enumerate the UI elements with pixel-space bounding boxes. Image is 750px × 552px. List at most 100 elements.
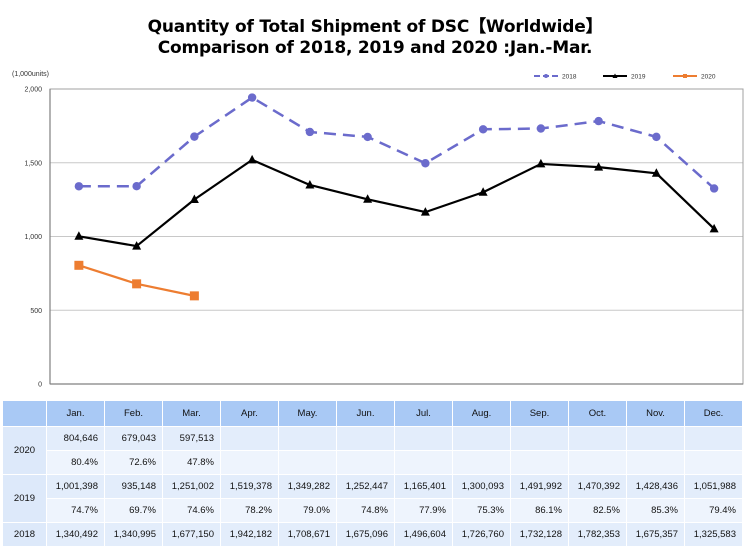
table-cell-quantity: 1,675,096 xyxy=(336,522,395,547)
table-header-month: Dec. xyxy=(684,400,743,427)
table-cell-quantity xyxy=(220,426,279,451)
data-point-2018 xyxy=(709,184,719,193)
table-cell-percent xyxy=(336,450,395,475)
table-cell-quantity: 1,732,128 xyxy=(510,522,569,547)
data-point-2019 xyxy=(74,231,84,240)
y-tick-label: 0 xyxy=(38,382,42,389)
table-cell-percent: 77.9% xyxy=(394,498,453,523)
table-cell-percent: 69.7% xyxy=(104,498,163,523)
legend-label-2018: 2018 xyxy=(562,74,577,81)
table-cell-quantity xyxy=(394,426,453,451)
data-point-2019 xyxy=(305,179,315,189)
table-cell-percent xyxy=(626,450,685,475)
series-line-2018 xyxy=(78,96,715,190)
table-row-2020-percent: 80.4% 72.6% 47.8% xyxy=(3,450,743,475)
table-cell-percent: 74.8% xyxy=(336,498,395,523)
table-cell-quantity: 1,519,378 xyxy=(220,474,279,499)
table-cell-percent: 74.6% xyxy=(162,498,221,523)
table-cell-percent: 79.0% xyxy=(278,498,337,523)
table-cell-quantity xyxy=(278,426,337,451)
table-cell-quantity: 1,942,182 xyxy=(220,522,279,547)
table-cell-quantity: 1,708,671 xyxy=(278,522,337,547)
table-cell-percent: 86.1% xyxy=(510,498,569,523)
table-cell-quantity: 1,340,995 xyxy=(104,522,163,547)
data-point-2018 xyxy=(652,132,661,142)
table-cell-percent: 80.4% xyxy=(46,450,105,475)
data-point-2018 xyxy=(132,182,141,191)
table-cell-quantity: 679,043 xyxy=(104,426,163,451)
table-cell-percent: 78.2% xyxy=(220,498,279,523)
table-header-month: Aug. xyxy=(452,400,511,427)
table-cell-quantity: 804,646 xyxy=(46,426,105,451)
data-point-2019 xyxy=(478,187,488,196)
table-cell-quantity: 1,001,398 xyxy=(46,474,105,499)
y-tick-label: 2,000 xyxy=(24,87,42,94)
chart-title-line-1: Quantity of Total Shipment of DSC【Worldw… xyxy=(147,17,603,37)
table-cell-percent xyxy=(684,450,743,475)
y-tick-label: 500 xyxy=(30,308,42,315)
data-point-2019 xyxy=(536,158,546,168)
legend-marker-2019 xyxy=(612,73,618,78)
y-tick-label: 1,000 xyxy=(24,234,42,241)
table-cell-quantity: 1,675,357 xyxy=(626,522,685,547)
table-cell-percent xyxy=(568,450,627,475)
table-cell-quantity: 1,325,583 xyxy=(684,522,743,547)
table-cell-quantity: 1,300,093 xyxy=(452,474,511,499)
table-cell-quantity: 1,252,447 xyxy=(336,474,395,499)
data-table: Jan. Feb. Mar. Apr. May. Jun. Jul. Aug. Sep. Oct.… xyxy=(2,400,743,547)
table-cell-quantity: 1,251,002 xyxy=(162,474,221,499)
table-cell-quantity: 1,349,282 xyxy=(278,474,337,499)
data-point-2018 xyxy=(305,127,315,137)
row-year-label: 2020 xyxy=(2,426,47,475)
data-point-2018 xyxy=(594,116,603,126)
table-cell-quantity: 1,165,401 xyxy=(394,474,453,499)
table-cell-quantity xyxy=(626,426,685,451)
table-row-2019-percent: 74.7% 69.7% 74.6% 78.2% 79.0% 74.8% 77.9% 75.3%… xyxy=(3,498,743,523)
table-header-month: Mar. xyxy=(162,400,221,427)
table-header-row: Jan. Feb. Mar. Apr. May. Jun. Jul. Aug. Sep. Oct.… xyxy=(2,400,743,427)
table-header-month: Apr. xyxy=(220,400,279,427)
table-cell-quantity: 1,726,760 xyxy=(452,522,511,547)
line-chart: 0 500 1,000 1,500 2,000 (1,000units) 2018 2019 2… xyxy=(12,71,744,389)
data-point-2018 xyxy=(536,124,546,133)
row-year-label: 2019 xyxy=(2,474,47,523)
data-point-2019 xyxy=(189,194,199,203)
table-cell-percent: 47.8% xyxy=(162,450,221,475)
table-cell-quantity: 1,782,353 xyxy=(568,522,627,547)
data-point-2019 xyxy=(709,223,719,233)
data-point-2018 xyxy=(74,182,84,191)
data-point-2020 xyxy=(74,260,84,270)
legend-marker-2018 xyxy=(544,74,548,78)
y-tick-label: 1,500 xyxy=(24,160,42,167)
table-row-2019-quantity: 2019 1,001,398 935,148 1,251,002 1,519,378 1,… xyxy=(2,474,743,523)
data-point-2019 xyxy=(363,194,373,203)
data-point-2020 xyxy=(132,279,142,289)
table-cell-quantity xyxy=(336,426,395,451)
table-header-month: Jan. xyxy=(46,400,105,427)
data-point-2019 xyxy=(651,168,661,177)
table-header-month: Jul. xyxy=(394,400,453,427)
table-header-month: Jun. xyxy=(336,400,395,427)
table-cell-quantity: 1,428,436 xyxy=(626,474,685,499)
table-cell-quantity: 1,496,604 xyxy=(394,522,453,547)
data-point-2019 xyxy=(247,154,257,164)
data-point-2018 xyxy=(478,125,488,134)
table-cell-quantity: 1,470,392 xyxy=(568,474,627,499)
table-cell-percent xyxy=(394,450,453,475)
table-cell-percent: 85.3% xyxy=(626,498,685,523)
data-point-2019 xyxy=(132,241,142,250)
data-point-2018 xyxy=(363,132,372,142)
data-point-2018 xyxy=(190,132,199,141)
data-point-2020 xyxy=(189,291,199,301)
table-cell-percent xyxy=(510,450,569,475)
table-header-month: Nov. xyxy=(626,400,685,427)
table-header-month: May. xyxy=(278,400,337,427)
table-cell-percent xyxy=(452,450,511,475)
table-cell-quantity xyxy=(684,426,743,451)
table-header-month: Sep. xyxy=(510,400,569,427)
table-cell-percent: 79.4% xyxy=(684,498,743,523)
y-axis-unit-label: (1,000units) xyxy=(12,71,49,78)
legend-label-2019: 2019 xyxy=(631,74,646,81)
data-point-2019 xyxy=(594,162,604,171)
table-cell-percent: 72.6% xyxy=(104,450,163,475)
